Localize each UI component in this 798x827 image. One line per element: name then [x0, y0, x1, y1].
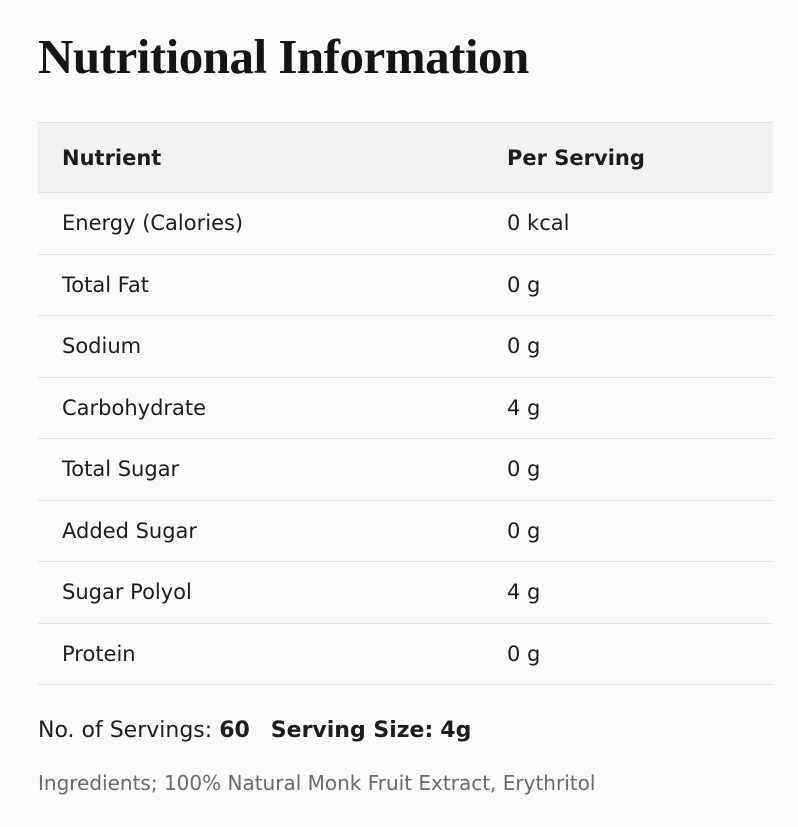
servings-label: No. of Servings: [38, 718, 213, 743]
nutrient-name: Protein [38, 623, 483, 685]
servings-line: No. of Servings: 60 Serving Size: 4g [38, 718, 471, 743]
nutrient-name: Energy (Calories) [38, 192, 483, 255]
nutrient-name: Sodium [38, 315, 483, 378]
table-row: Total Sugar 0 g [38, 438, 773, 501]
table-row: Added Sugar 0 g [38, 500, 773, 562]
table-row: Protein 0 g [38, 623, 773, 685]
header-cell: Per Serving [483, 122, 773, 193]
table-row: Sugar Polyol 4 g [38, 561, 773, 624]
nutrient-name: Total Sugar [38, 438, 483, 501]
nutrient-name: Total Fat [38, 254, 483, 316]
nutrient-value: 0 g [483, 500, 773, 562]
servings-count: 60 [219, 718, 250, 743]
table-row: Carbohydrate 4 g [38, 377, 773, 439]
nutrient-value: 0 g [483, 254, 773, 316]
nutrient-value: 0 kcal [483, 192, 773, 255]
nutrient-value: 0 g [483, 623, 773, 685]
title: Nutritional Information [38, 29, 529, 84]
serving-size-label: Serving Size: [270, 718, 434, 743]
table-row: Energy (Calories) 0 kcal [38, 192, 773, 255]
nutrient-value: 0 g [483, 438, 773, 501]
nutrient-name: Carbohydrate [38, 377, 483, 439]
table-row: Sodium 0 g [38, 315, 773, 378]
nutrient-value: 0 g [483, 315, 773, 378]
ingredients: Ingredients; 100% Natural Monk Fruit Ext… [38, 771, 596, 795]
nutrient-name: Added Sugar [38, 500, 483, 562]
serving-size: 4g [440, 718, 472, 743]
table-row: Total Fat 0 g [38, 254, 773, 316]
header-cell: Nutrient [38, 122, 483, 193]
nutrient-value: 4 g [483, 561, 773, 624]
nutrition-table: Nutrient Per Serving Energy (Calories) 0 k… [38, 122, 773, 685]
table-body: Energy (Calories) 0 kcal Total Fat 0 g Sodiu… [38, 192, 773, 685]
header-row: Nutrient Per Serving [38, 122, 773, 193]
nutrient-name: Sugar Polyol [38, 561, 483, 624]
table-header: Nutrient Per Serving [38, 122, 773, 193]
nutrient-value: 4 g [483, 377, 773, 439]
